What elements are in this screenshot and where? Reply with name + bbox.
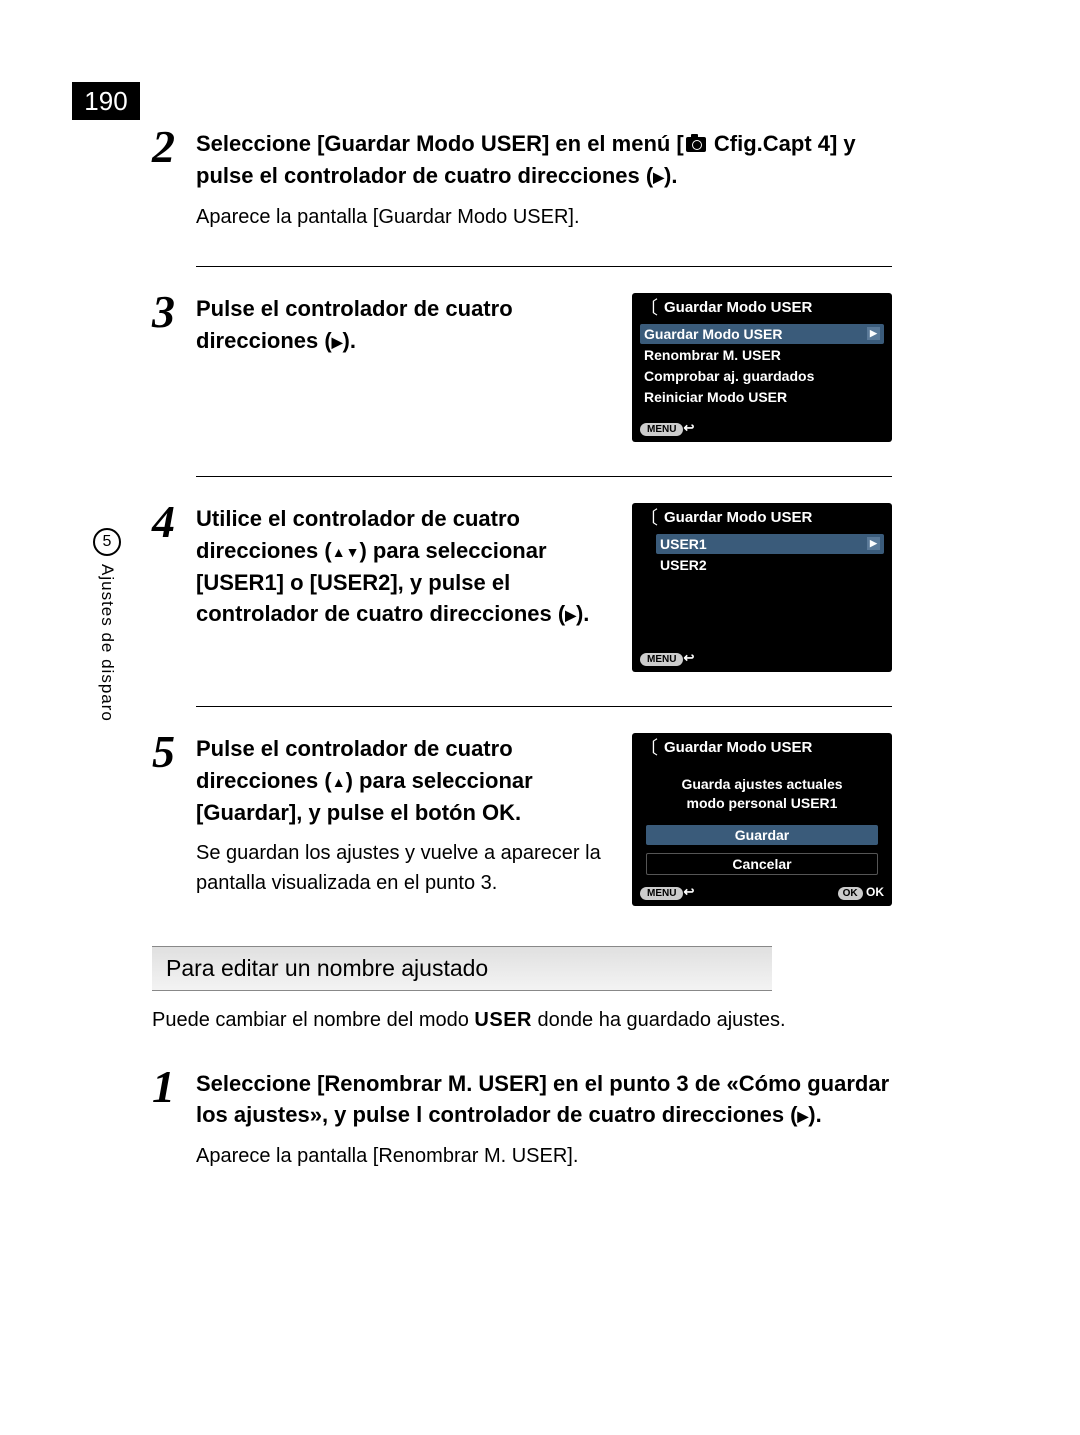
step-number: 1: [152, 1060, 196, 1172]
step-4-title: Utilice el controlador de cuatro direcci…: [196, 503, 614, 631]
chapter-number-circle: 5: [93, 528, 121, 556]
right-arrow-icon: ▶: [332, 332, 343, 352]
camera-icon: [686, 137, 706, 152]
main-content: 2 Seleccione [Guardar Modo USER] en el m…: [152, 120, 892, 1205]
return-icon: ↩: [683, 420, 694, 435]
menu-badge: MENU: [640, 423, 683, 436]
right-arrow-icon: ▶: [867, 537, 880, 550]
chapter-side-tab: 5 Ajustes de disparo: [89, 528, 125, 768]
lcd-menu-item: USER2: [656, 555, 884, 575]
lcd-title: Guardar Modo USER: [664, 299, 812, 316]
edit-step-1-title: Seleccione [Renombrar M. USER] en el pun…: [196, 1068, 892, 1132]
edit-step-1: 1 Seleccione [Renombrar M. USER] en el p…: [152, 1060, 892, 1182]
step-5-desc: Se guardan los ajustes y vuelve a aparec…: [196, 838, 614, 898]
bracket-icon: 〔: [640, 739, 658, 757]
step-4: 4 Utilice el controlador de cuatro direc…: [152, 495, 892, 682]
edit-section-desc: Puede cambiar el nombre del modo USER do…: [152, 1009, 892, 1032]
lcd-title: Guardar Modo USER: [664, 739, 812, 756]
chapter-label: Ajustes de disparo: [97, 564, 117, 722]
step-2-title: Seleccione [Guardar Modo USER] en el men…: [196, 128, 892, 192]
lcd-menu-item: Renombrar M. USER: [640, 345, 884, 365]
step-number: 3: [152, 285, 196, 442]
chapter-number: 5: [103, 533, 112, 551]
lcd-screen-3: 〔 Guardar Modo USER Guarda ajustes actua…: [632, 733, 892, 906]
step-number: 2: [152, 120, 196, 232]
right-arrow-icon: ▶: [798, 1106, 809, 1126]
step-5: 5 Pulse el controlador de cuatro direcci…: [152, 725, 892, 916]
menu-badge: MENU: [640, 653, 683, 666]
lcd-menu-item: Guardar Modo USER ▶: [640, 324, 884, 344]
divider: [196, 706, 892, 707]
page-number-tab: 190: [72, 82, 140, 120]
divider: [196, 266, 892, 267]
step-3: 3 Pulse el controlador de cuatro direcci…: [152, 285, 892, 452]
right-arrow-icon: ▶: [653, 167, 664, 187]
edit-section-heading: Para editar un nombre ajustado: [152, 946, 772, 991]
right-arrow-icon: ▶: [867, 327, 880, 340]
lcd-menu-item: Comprobar aj. guardados: [640, 366, 884, 386]
user-badge: USER: [474, 1009, 532, 1031]
step-number: 4: [152, 495, 196, 672]
step-2: 2 Seleccione [Guardar Modo USER] en el m…: [152, 120, 892, 242]
step-number: 5: [152, 725, 196, 906]
lcd-menu-item: USER1 ▶: [656, 534, 884, 554]
edit-step-1-desc: Aparece la pantalla [Renombrar M. USER].: [196, 1141, 892, 1171]
divider: [196, 476, 892, 477]
step-5-title: Pulse el controlador de cuatro direccion…: [196, 733, 614, 829]
return-icon: ↩: [683, 884, 694, 899]
menu-badge: MENU: [640, 887, 683, 900]
lcd-option-save: Guardar: [646, 825, 878, 845]
page-number: 190: [84, 86, 127, 117]
lcd-title: Guardar Modo USER: [664, 509, 812, 526]
lcd-menu-item: Reiniciar Modo USER: [640, 387, 884, 407]
bracket-icon: 〔: [640, 299, 658, 317]
lcd-screen-1: 〔 Guardar Modo USER Guardar Modo USER ▶ …: [632, 293, 892, 442]
step-3-title: Pulse el controlador de cuatro direccion…: [196, 293, 614, 357]
return-icon: ↩: [683, 650, 694, 665]
lcd-message: Guarda ajustes actuales modo personal US…: [632, 763, 892, 817]
up-arrow-icon: ▲: [332, 772, 346, 792]
ok-indicator: OK OK: [838, 885, 884, 899]
lcd-screen-2: 〔 Guardar Modo USER USER1 ▶ USER2 MENU↩: [632, 503, 892, 672]
updown-arrow-icon: ▲▼: [332, 542, 360, 562]
bracket-icon: 〔: [640, 509, 658, 527]
lcd-option-cancel: Cancelar: [646, 853, 878, 875]
right-arrow-icon: ▶: [565, 605, 576, 625]
step-2-desc: Aparece la pantalla [Guardar Modo USER].: [196, 202, 892, 232]
